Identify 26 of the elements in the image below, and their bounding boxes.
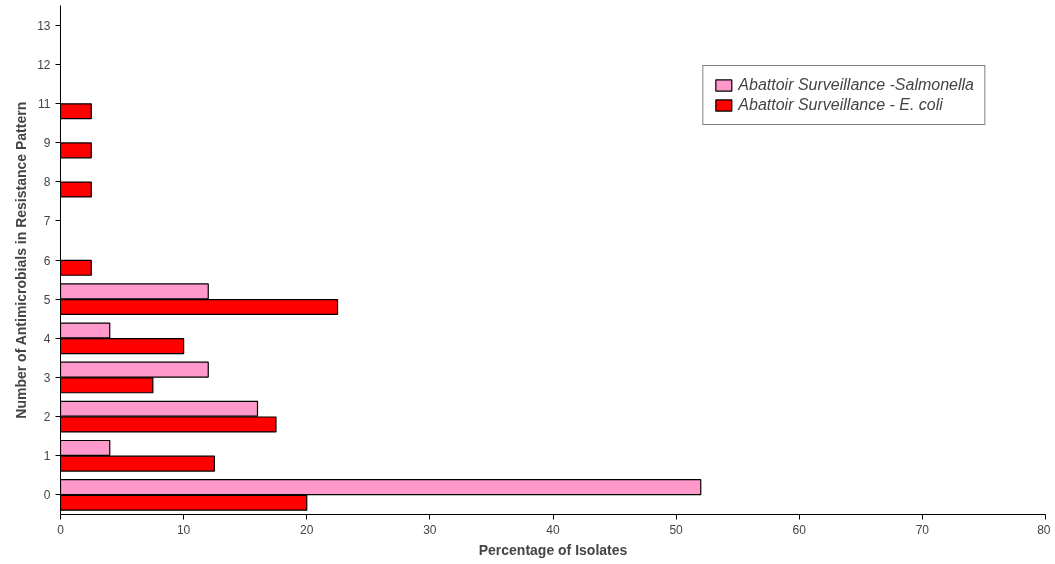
x-tick-label: 40 [546,522,560,537]
y-tick-label: 12 [37,57,51,72]
y-tick-label: 1 [43,449,51,464]
x-tick-label: 0 [57,522,65,537]
y-tick-label: 9 [43,136,51,151]
y-tick-label: 11 [38,96,51,111]
y-tick-label: 3 [43,370,51,385]
y-tick-label: 8 [43,175,51,190]
y-axis-title: Number of Antimicrobials in Resistance Pattern [13,101,30,419]
x-tick-label: 80 [1037,522,1051,537]
y-tick-label: 5 [43,292,51,307]
x-tick-label: 70 [915,522,930,537]
y-tick-label: 7 [43,214,51,229]
y-tick-label: 13 [37,18,51,33]
x-tick-label: 10 [176,522,191,537]
y-tick-label: 0 [43,488,51,503]
x-tick-label: 50 [669,522,684,537]
legend-label: Abattoir Surveillance - E. coli [738,96,943,114]
x-tick-label: 60 [792,522,807,537]
x-axis-title: Percentage of Isolates [478,541,628,558]
legend-label: Abattoir Surveillance -Salmonella [738,76,974,94]
y-tick-label: 4 [43,331,51,346]
x-tick-label: 20 [300,522,314,537]
x-tick-label: 30 [423,522,437,537]
y-tick-label: 2 [43,410,51,425]
y-tick-label: 6 [43,253,51,268]
